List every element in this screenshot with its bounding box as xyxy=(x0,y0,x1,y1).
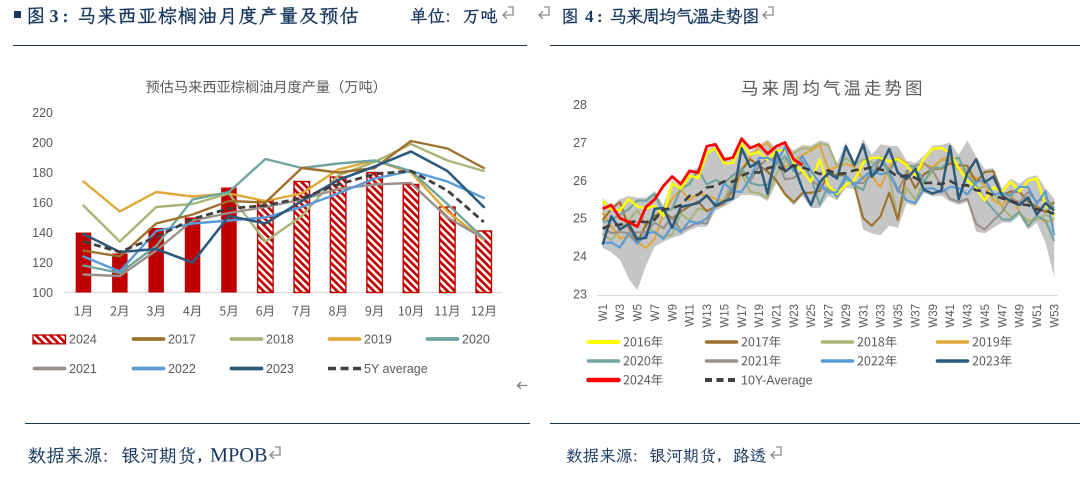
svg-text:W31: W31 xyxy=(858,304,870,328)
svg-text:W3: W3 xyxy=(615,304,627,321)
svg-text:220: 220 xyxy=(32,106,53,120)
svg-text:W43: W43 xyxy=(963,304,975,328)
svg-text:W11: W11 xyxy=(685,304,697,327)
svg-text:25: 25 xyxy=(573,212,587,226)
svg-text:W35: W35 xyxy=(893,304,905,328)
svg-text:W47: W47 xyxy=(997,304,1009,328)
svg-text:W19: W19 xyxy=(754,304,766,328)
svg-text:W21: W21 xyxy=(772,304,784,328)
svg-text:W23: W23 xyxy=(789,304,801,328)
svg-text:W29: W29 xyxy=(841,304,853,328)
svg-text:2020: 2020 xyxy=(462,332,490,346)
svg-text:27: 27 xyxy=(573,136,587,150)
svg-text:W7: W7 xyxy=(650,304,662,321)
svg-text:2021: 2021 xyxy=(69,362,97,376)
svg-text:W17: W17 xyxy=(737,304,749,328)
svg-text:2019: 2019 xyxy=(364,332,392,346)
svg-text:W41: W41 xyxy=(945,304,957,328)
svg-text:2022: 2022 xyxy=(168,362,196,376)
svg-text:200: 200 xyxy=(32,136,53,150)
svg-text:10Y-Average: 10Y-Average xyxy=(741,373,813,387)
svg-text:W49: W49 xyxy=(1015,304,1027,328)
svg-text:160: 160 xyxy=(32,196,53,210)
svg-text:24: 24 xyxy=(573,250,587,264)
svg-text:W9: W9 xyxy=(667,304,679,321)
svg-text:W51: W51 xyxy=(1032,304,1044,328)
svg-text:W37: W37 xyxy=(911,304,923,328)
svg-text:W5: W5 xyxy=(633,304,645,321)
svg-text:140: 140 xyxy=(32,226,53,240)
svg-text:120: 120 xyxy=(32,256,53,270)
svg-text:180: 180 xyxy=(32,166,53,180)
svg-text:W45: W45 xyxy=(980,304,992,328)
svg-text:W15: W15 xyxy=(719,304,731,328)
svg-text:2018: 2018 xyxy=(266,332,294,346)
svg-text:100: 100 xyxy=(32,286,53,300)
svg-text:2023: 2023 xyxy=(266,362,294,376)
svg-text:W25: W25 xyxy=(806,304,818,328)
svg-text:W27: W27 xyxy=(824,304,836,328)
svg-text:5Y average: 5Y average xyxy=(364,362,428,376)
svg-text:W33: W33 xyxy=(876,304,888,328)
svg-text:W53: W53 xyxy=(1049,304,1061,328)
svg-text:23: 23 xyxy=(573,287,587,301)
svg-text:28: 28 xyxy=(573,98,587,112)
svg-text:26: 26 xyxy=(573,174,587,188)
svg-text:W39: W39 xyxy=(928,304,940,328)
svg-text:W1: W1 xyxy=(598,304,610,321)
svg-text:2024: 2024 xyxy=(69,332,97,346)
svg-text:2017: 2017 xyxy=(168,332,196,346)
svg-text:W13: W13 xyxy=(702,304,714,328)
